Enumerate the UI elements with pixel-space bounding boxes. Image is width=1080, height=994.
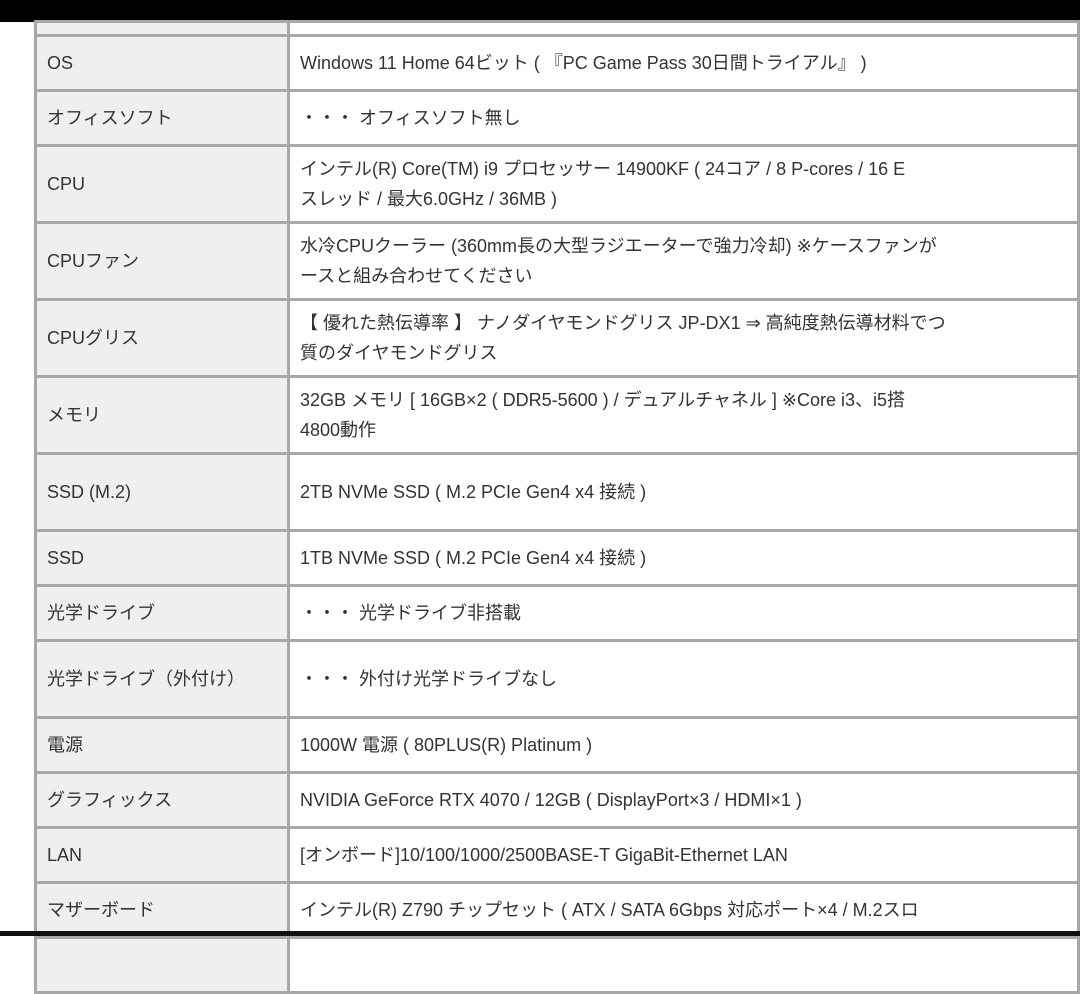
spec-value: 水冷CPUクーラー (360mm長の大型ラジエーターで強力冷却) ※ケースファン… [287, 221, 1080, 301]
spec-value-line: 水冷CPUクーラー (360mm長の大型ラジエーターで強力冷却) ※ケースファン… [300, 236, 937, 256]
spec-label: CPU [34, 144, 290, 224]
top-black-bar [0, 0, 1080, 22]
spec-row: グラフィックス NVIDIA GeForce RTX 4070 / 12GB ( … [34, 771, 1080, 829]
spec-value-line: NVIDIA GeForce RTX 4070 / 12GB ( Display… [300, 790, 802, 810]
spec-row: マザーボード インテル(R) Z790 チップセット ( ATX / SATA 6… [34, 881, 1080, 939]
spec-label: SSD (M.2) [34, 452, 290, 532]
empty-label-cell [34, 20, 290, 37]
spec-value: インテル(R) Core(TM) i9 プロセッサー 14900KF ( 24コ… [287, 144, 1080, 224]
spec-value: 1TB NVMe SSD ( M.2 PCIe Gen4 x4 接続 ) [287, 529, 1080, 587]
spec-label: オフィスソフト [34, 89, 290, 147]
spec-label: 電源 [34, 716, 290, 774]
spec-table: OS Windows 11 Home 64ビット ( 『PC Game Pass … [34, 20, 1080, 994]
spec-row: SSD (M.2) 2TB NVMe SSD ( M.2 PCIe Gen4 x4… [34, 452, 1080, 532]
spec-label: メモリ [34, 375, 290, 455]
spec-value: ・・・ オフィスソフト無し [287, 89, 1080, 147]
spec-value: [オンボード]10/100/1000/2500BASE-T GigaBit-Et… [287, 826, 1080, 884]
spec-value-line: 2TB NVMe SSD ( M.2 PCIe Gen4 x4 接続 ) [300, 482, 647, 502]
empty-value-cell [287, 936, 1080, 994]
spec-row: CPUファン 水冷CPUクーラー (360mm長の大型ラジエーターで強力冷却) ※… [34, 221, 1080, 301]
spec-value-line: ・・・ 外付け光学ドライブなし [300, 669, 557, 689]
spec-value: 【 優れた熱伝導率 】 ナノダイヤモンドグリス JP-DX1 ⇒ 高純度熱伝導材… [287, 298, 1080, 378]
spec-label: LAN [34, 826, 290, 884]
spec-row: SSD 1TB NVMe SSD ( M.2 PCIe Gen4 x4 接続 ) [34, 529, 1080, 587]
table-row-partial-bottom [34, 936, 1080, 994]
table-row-partial-top [34, 20, 1080, 37]
spec-value-line: インテル(R) Core(TM) i9 プロセッサー 14900KF ( 24コ… [300, 159, 906, 179]
spec-label: マザーボード [34, 881, 290, 939]
spec-row: 光学ドライブ（外付け） ・・・ 外付け光学ドライブなし [34, 639, 1080, 719]
spec-label: 光学ドライブ [34, 584, 290, 642]
spec-value-line: ・・・ オフィスソフト無し [300, 108, 521, 128]
spec-row: CPUグリス【 優れた熱伝導率 】 ナノダイヤモンドグリス JP-DX1 ⇒ 高… [34, 298, 1080, 378]
spec-value-line: スレッド / 最大6.0GHz / 36MB ) [300, 189, 558, 209]
spec-value-line: [オンボード]10/100/1000/2500BASE-T GigaBit-Et… [300, 845, 788, 865]
spec-row: CPU インテル(R) Core(TM) i9 プロセッサー 14900KF ( … [34, 144, 1080, 224]
spec-value-line: ・・・ 光学ドライブ非搭載 [300, 603, 521, 623]
spec-label: CPUファン [34, 221, 290, 301]
spec-value: Windows 11 Home 64ビット ( 『PC Game Pass 30… [287, 34, 1080, 92]
spec-label: CPUグリス [34, 298, 290, 378]
spec-value: NVIDIA GeForce RTX 4070 / 12GB ( Display… [287, 771, 1080, 829]
empty-value-cell [287, 20, 1080, 37]
spec-label: OS [34, 34, 290, 92]
empty-label-cell [34, 936, 290, 994]
spec-value: インテル(R) Z790 チップセット ( ATX / SATA 6Gbps 対… [287, 881, 1080, 939]
spec-value: 32GB メモリ [ 16GB×2 ( DDR5-5600 ) / デュアルチャ… [287, 375, 1080, 455]
bottom-bar [0, 931, 1080, 936]
spec-row: オフィスソフト ・・・ オフィスソフト無し [34, 89, 1080, 147]
spec-value-line: 32GB メモリ [ 16GB×2 ( DDR5-5600 ) / デュアルチャ… [300, 390, 906, 410]
spec-value-line: 4800動作 [300, 420, 377, 440]
spec-value-line: 1000W 電源 ( 80PLUS(R) Platinum ) [300, 735, 593, 755]
spec-row: 光学ドライブ ・・・ 光学ドライブ非搭載 [34, 584, 1080, 642]
spec-label: グラフィックス [34, 771, 290, 829]
spec-value-line: ースと組み合わせてください [300, 266, 533, 286]
spec-value-line: Windows 11 Home 64ビット ( 『PC Game Pass 30… [300, 53, 867, 73]
spec-value-line: インテル(R) Z790 チップセット ( ATX / SATA 6Gbps 対… [300, 900, 919, 920]
spec-value: ・・・ 外付け光学ドライブなし [287, 639, 1080, 719]
spec-value: 1000W 電源 ( 80PLUS(R) Platinum ) [287, 716, 1080, 774]
spec-value: 2TB NVMe SSD ( M.2 PCIe Gen4 x4 接続 ) [287, 452, 1080, 532]
spec-value-line: 1TB NVMe SSD ( M.2 PCIe Gen4 x4 接続 ) [300, 548, 647, 568]
spec-label: SSD [34, 529, 290, 587]
spec-table-container: OS Windows 11 Home 64ビット ( 『PC Game Pass … [34, 20, 1080, 994]
spec-row: OS Windows 11 Home 64ビット ( 『PC Game Pass … [34, 34, 1080, 92]
spec-value-line: 質のダイヤモンドグリス [300, 343, 498, 363]
spec-value: ・・・ 光学ドライブ非搭載 [287, 584, 1080, 642]
spec-row: 電源 1000W 電源 ( 80PLUS(R) Platinum ) [34, 716, 1080, 774]
spec-label: 光学ドライブ（外付け） [34, 639, 290, 719]
spec-row: LAN [オンボード]10/100/1000/2500BASE-T GigaBit… [34, 826, 1080, 884]
spec-value-line: 【 優れた熱伝導率 】 ナノダイヤモンドグリス JP-DX1 ⇒ 高純度熱伝導材… [300, 313, 946, 333]
spec-row: メモリ 32GB メモリ [ 16GB×2 ( DDR5-5600 ) / デュア… [34, 375, 1080, 455]
